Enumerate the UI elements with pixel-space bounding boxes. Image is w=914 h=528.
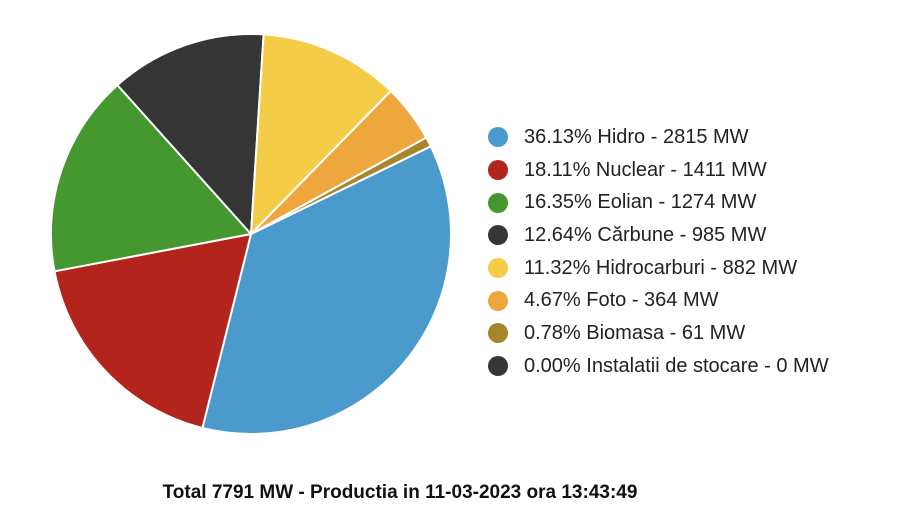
legend-label: 18.11% Nuclear - 1411 MW xyxy=(524,158,767,181)
legend-swatch xyxy=(488,323,508,344)
chart-total-caption: Total 7791 MW - Productia in 11-03-2023 … xyxy=(162,482,638,503)
pie-slice-eolian xyxy=(50,84,252,273)
legend-item: 18.11% Nuclear - 1411 MW xyxy=(488,154,829,187)
legend-label: 0.78% Biomasa - 61 MW xyxy=(524,321,746,344)
legend-item: 4.67% Foto - 364 MW xyxy=(488,284,829,317)
legend-label: 12.64% Cărbune - 985 MW xyxy=(524,223,767,246)
legend-swatch xyxy=(488,290,508,311)
legend-swatch xyxy=(488,160,508,181)
pie-slice-nuclear xyxy=(53,233,252,430)
pie-slice-hidro xyxy=(201,145,452,435)
pie-slice-hidrocarburi xyxy=(250,33,392,235)
legend-item: 11.32% Hidrocarburi - 882 MW xyxy=(488,252,829,285)
legend-swatch xyxy=(488,192,508,213)
pie-slice-biomasa xyxy=(250,136,432,235)
legend-swatch xyxy=(488,225,508,246)
legend-label: 11.32% Hidrocarburi - 882 MW xyxy=(524,256,798,279)
legend-item: 0.78% Biomasa - 61 MW xyxy=(488,317,829,350)
legend-item: 16.35% Eolian - 1274 MW xyxy=(488,186,829,219)
legend-item: 0.00% Instalatii de stocare - 0 MW xyxy=(488,350,829,383)
legend-item: 12.64% Cărbune - 985 MW xyxy=(488,219,829,252)
legend-label: 36.13% Hidro - 2815 MW xyxy=(524,125,749,148)
pie-chart xyxy=(50,33,452,435)
legend-item: 36.13% Hidro - 2815 MW xyxy=(488,121,829,154)
chart-legend: 36.13% Hidro - 2815 MW 18.11% Nuclear - 1… xyxy=(488,121,829,383)
legend-label: 4.67% Foto - 364 MW xyxy=(524,289,719,312)
legend-label: 0.00% Instalatii de stocare - 0 MW xyxy=(524,354,829,377)
legend-label: 16.35% Eolian - 1274 MW xyxy=(524,191,757,214)
legend-swatch xyxy=(488,356,508,377)
legend-swatch xyxy=(488,127,508,148)
pie-slice-cărbune xyxy=(116,33,265,235)
legend-swatch xyxy=(488,258,508,279)
